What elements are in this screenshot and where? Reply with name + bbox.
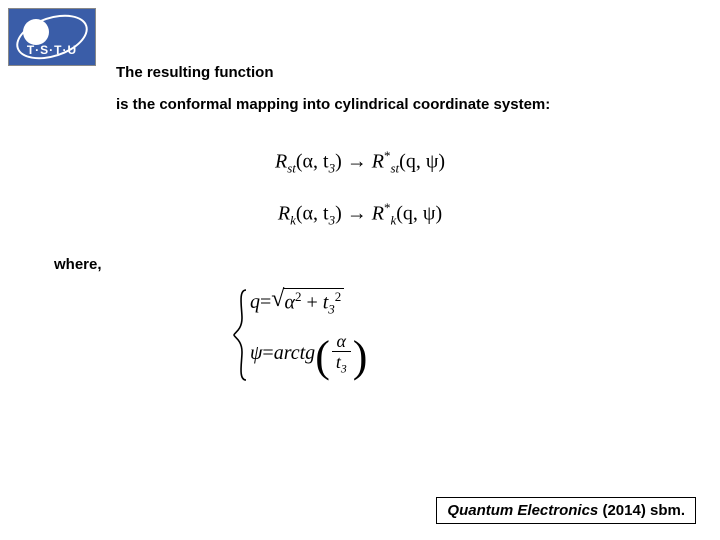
f2-left-fn: R: [278, 203, 290, 225]
f1-arrow: →: [342, 151, 372, 173]
where-label: where,: [54, 256, 102, 273]
f1-right-args: (q, ψ): [399, 151, 445, 173]
rparen: ): [353, 339, 368, 374]
den-t-sub: 3: [341, 362, 347, 375]
alpha-1: α: [284, 292, 295, 314]
sqrt-symbol: √: [271, 286, 284, 313]
formula-mapping-2: Rk(α, t3) → R*k(q, ψ): [0, 200, 720, 229]
q-lhs: q: [250, 291, 260, 314]
frac-num: α: [333, 332, 350, 351]
citation-box: Quantum Electronics (2014) sbm.: [436, 497, 696, 524]
logo-planet: [23, 19, 49, 45]
q-definition: q = √α2 + t32: [250, 288, 367, 318]
f2-left-close: ): [335, 203, 342, 225]
heading-line-1: The resulting function: [116, 64, 274, 81]
q-eq: =: [260, 291, 271, 314]
logo-text: T·S·T·U: [9, 43, 95, 57]
left-brace-icon: [232, 288, 250, 382]
psi-lhs: ψ: [250, 342, 262, 365]
citation-journal: Quantum Electronics: [447, 502, 598, 519]
frac-den: t3: [332, 351, 351, 375]
sqrt-radicand: α2 + t32: [283, 288, 344, 318]
f1-left-fn: R: [275, 151, 287, 173]
f1-left-args: (α, t: [296, 151, 329, 173]
heading-line-2: is the conformal mapping into cylindrica…: [116, 96, 550, 113]
psi-eq: =: [262, 342, 273, 365]
f1-right-fn: R: [372, 151, 384, 173]
coordinate-system-definitions: q = √α2 + t32 ψ = arctg(αt3): [250, 288, 367, 375]
f2-left-args: (α, t: [296, 203, 329, 225]
lparen: (: [315, 339, 330, 374]
f2-right-args: (q, ψ): [396, 203, 442, 225]
f1-left-close: ): [335, 151, 342, 173]
t-sq: 2: [335, 289, 342, 304]
citation-rest: (2014) sbm.: [598, 502, 685, 519]
tstu-logo: T·S·T·U: [8, 8, 96, 66]
psi-definition: ψ = arctg(αt3): [250, 332, 367, 375]
f2-arrow: →: [342, 203, 372, 225]
f1-left-sub: st: [287, 161, 296, 176]
formula-mapping-1: Rst(α, t3) → R*st(q, ψ): [0, 148, 720, 177]
fraction: αt3: [332, 332, 351, 375]
f1-right-sub: st: [390, 161, 399, 176]
f2-right-fn: R: [372, 203, 384, 225]
arctg: arctg: [274, 342, 315, 365]
plus-1: +: [301, 292, 322, 314]
